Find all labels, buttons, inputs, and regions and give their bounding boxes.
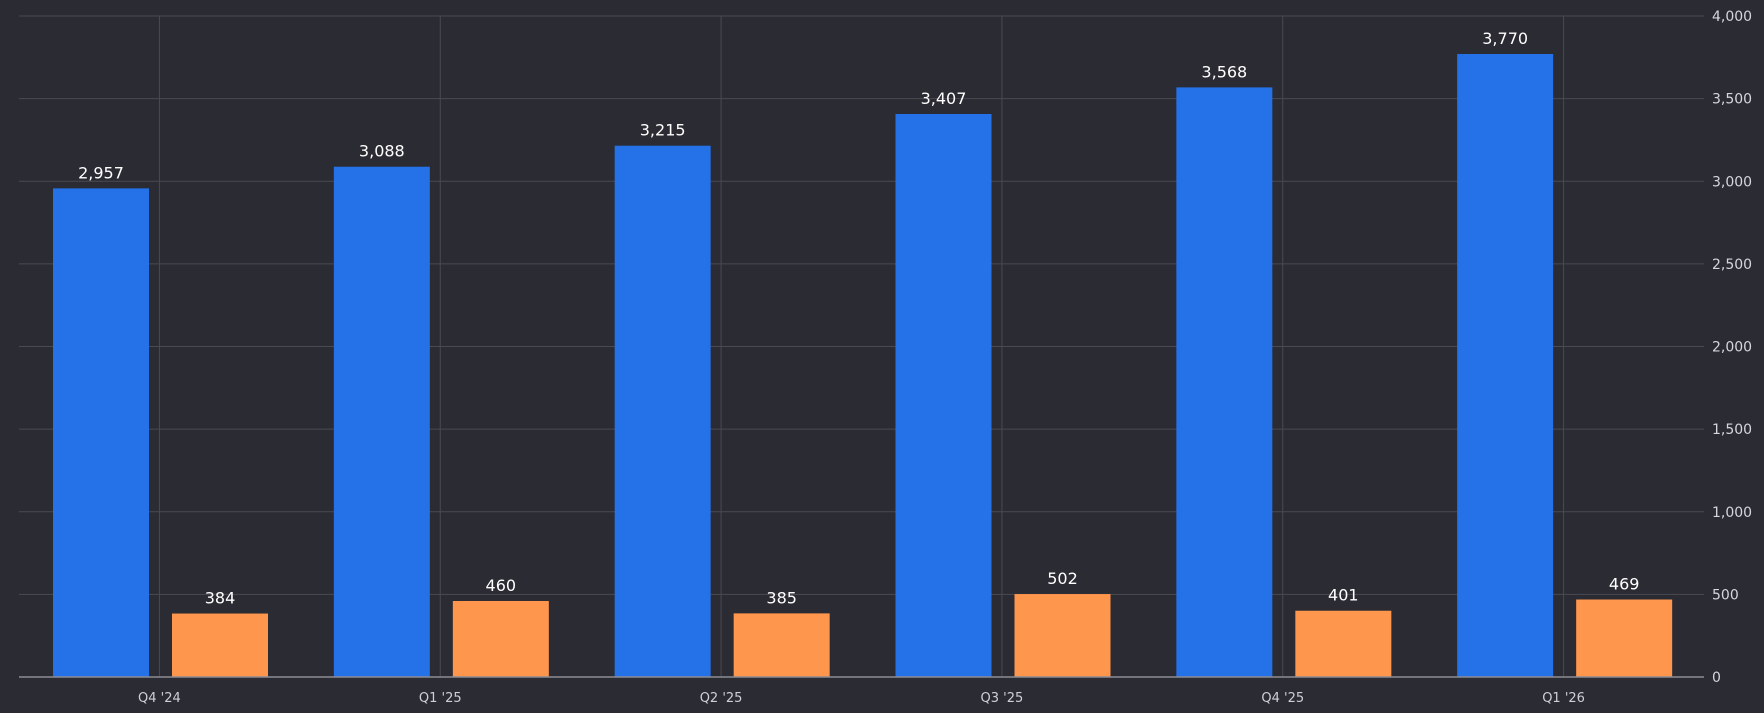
bar [452,600,549,677]
x-tick-label: Q1 '25 [419,691,462,706]
y-tick-label: 2,000 [1712,340,1752,356]
data-label: 3,215 [640,121,686,140]
vertical-gridlines [158,16,1565,677]
data-label: 460 [486,576,517,595]
bar [895,113,992,678]
bar [614,145,711,677]
bar [1176,87,1273,677]
bar [53,188,149,677]
y-tick-label: 3,000 [1712,174,1752,190]
y-tick-label: 1,000 [1712,505,1752,521]
bar [1576,599,1673,677]
y-tick-label: 1,500 [1712,422,1752,438]
y-tick-label: 0 [1712,670,1721,686]
data-label: 384 [205,589,236,608]
y-axis-ticks: 0 500 1,000 1,500 2,000 2,500 3,000 3,500 4,000 [1712,9,1752,686]
data-label: 3,407 [921,89,967,108]
bar [1457,54,1554,677]
bar [733,613,830,677]
data-label: 385 [766,588,797,607]
data-label: 401 [1328,586,1359,605]
bar [1014,594,1111,677]
x-tick-label: Q4 '24 [138,691,181,706]
y-tick-label: 3,500 [1712,92,1752,108]
data-label: 3,568 [1201,62,1247,81]
y-tick-label: 2,500 [1712,257,1752,273]
bar [172,613,268,677]
x-tick-label: Q3 '25 [981,691,1024,706]
y-tick-label: 500 [1712,587,1739,603]
data-label: 502 [1047,569,1078,588]
x-tick-label: Q2 '25 [700,691,743,706]
bar [333,166,430,677]
data-label: 2,957 [78,163,124,182]
x-tick-label: Q1 '26 [1542,691,1585,706]
x-axis-ticks: Q4 '24 Q1 '25 Q2 '25 Q3 '25 Q4 '25 Q1 '26 [138,691,1585,706]
bars [53,54,1673,678]
y-tick-label: 4,000 [1712,9,1752,25]
data-labels: 2,957 3,088 3,215 3,407 3,568 3,770 384 460 385 5… [78,29,1639,608]
horizontal-gridlines [19,15,1704,595]
bar [1295,610,1392,677]
x-tick-label: Q4 '25 [1261,691,1304,706]
data-label: 3,088 [359,142,405,161]
data-label: 469 [1609,574,1640,593]
data-label: 3,770 [1482,29,1528,48]
